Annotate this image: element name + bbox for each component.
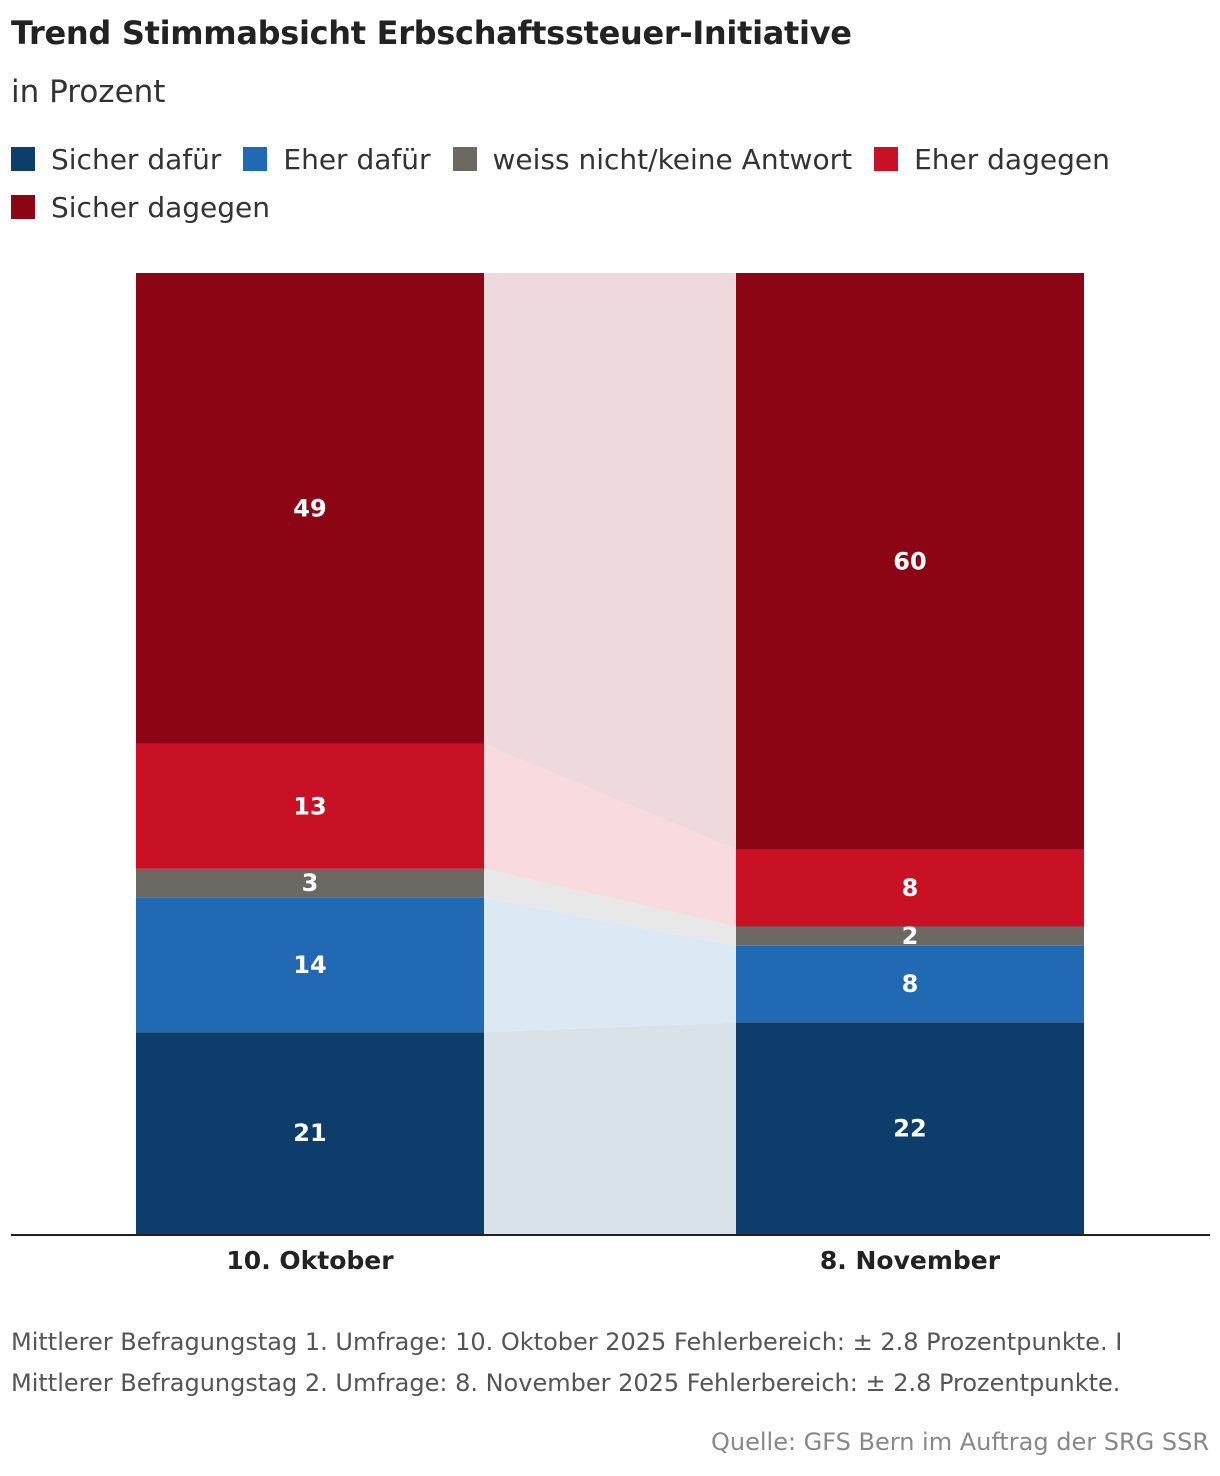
data-label: 8 (902, 970, 919, 998)
chart-title: Trend Stimmabsicht Erbschaftssteuer-Init… (11, 14, 852, 52)
legend: Sicher dafür Eher dafür weiss nicht/keine … (11, 140, 1201, 226)
x-tick-label: 10. Oktober (226, 1246, 394, 1275)
legend-item: Eher dafür (243, 140, 431, 178)
connector-band (484, 897, 736, 1033)
legend-label: Sicher dagegen (51, 190, 271, 224)
legend-swatch (243, 147, 268, 171)
bar-segment (736, 926, 1084, 946)
stacked-bar-chart: 21 14 3 13 49 10. Oktober 22 8 2 8 60 8. November (11, 273, 1210, 1275)
data-label: 60 (893, 547, 926, 575)
legend-swatch (11, 195, 35, 219)
data-label: 21 (293, 1119, 326, 1147)
legend-item: Eher dagegen (874, 140, 1110, 178)
bar-segment (136, 897, 484, 1033)
footnote: Mittlerer Befragungstag 1. Umfrage: 10. … (11, 1328, 1123, 1397)
connector-band (484, 743, 736, 927)
legend-item: Sicher dafür (11, 140, 221, 178)
data-label: 14 (293, 951, 326, 979)
legend-swatch (874, 147, 899, 171)
x-tick-label: 8. November (820, 1246, 1001, 1275)
bar-segment (136, 1032, 484, 1234)
chart-subtitle: in Prozent (11, 74, 166, 110)
legend-label: Eher dafür (283, 142, 431, 176)
legend-item: Sicher dagegen (11, 188, 270, 226)
bar-segment (736, 945, 1084, 1023)
data-label: 49 (293, 494, 326, 522)
data-label: 3 (302, 869, 319, 897)
legend-label: weiss nicht/keine Antwort (492, 142, 853, 176)
bar-segment (736, 1022, 1084, 1234)
connector-band (484, 273, 736, 850)
legend-label: Sicher dafür (51, 142, 222, 176)
source-note: Quelle: GFS Bern im Auftrag der SRG SSR (711, 1428, 1209, 1456)
bar-segment (136, 273, 484, 744)
bar-segment (736, 849, 1084, 927)
legend-item: weiss nicht/keine Antwort (452, 140, 853, 178)
bar-segment (136, 868, 484, 898)
data-label: 2 (902, 922, 919, 950)
data-label: 8 (902, 874, 919, 902)
data-label: 13 (293, 792, 326, 820)
bar-segment (736, 273, 1084, 850)
data-label: 22 (893, 1114, 926, 1142)
legend-swatch (11, 147, 35, 171)
legend-swatch (452, 147, 477, 171)
bar-segment (136, 743, 484, 869)
connector-band (484, 868, 736, 946)
legend-label: Eher dagegen (914, 142, 1110, 176)
connector-band (484, 1022, 736, 1234)
